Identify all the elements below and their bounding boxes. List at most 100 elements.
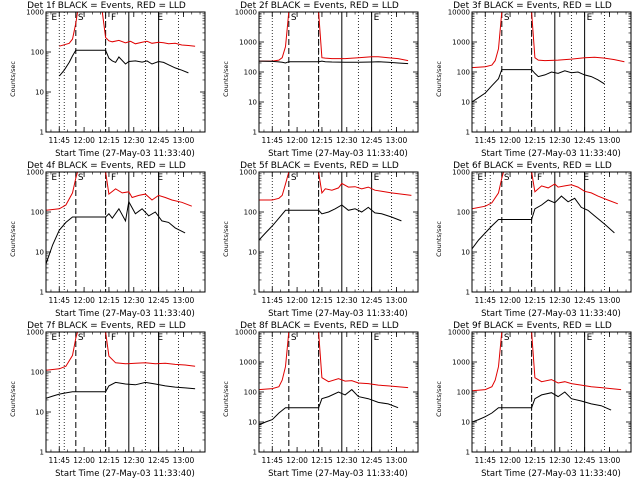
- y-tick-label: 1000: [26, 9, 44, 17]
- period-marker-letter: S: [291, 333, 297, 343]
- chart-svg: 1 10 100 1000 11:45 12:00 12:15 12:30 12:45 13:00…: [239, 169, 419, 305]
- x-tick-label: 13:00: [599, 296, 621, 305]
- y-tick-label: 100: [457, 69, 470, 77]
- detector-panel-2: Det 2f BLACK = Events, RED = LLD Counts/s…: [213, 0, 426, 160]
- x-tick-label: 12:15: [98, 456, 120, 465]
- lld-series-line: [472, 332, 622, 392]
- y-tick-label: 10: [461, 419, 470, 427]
- period-marker-letter: E: [374, 333, 380, 343]
- series-group: [472, 12, 625, 103]
- y-tick-label: 100: [31, 49, 44, 57]
- x-tick-label: 12:00: [286, 456, 308, 465]
- period-marker-letter: E: [587, 333, 593, 343]
- y-tick-label: 1000: [452, 359, 470, 367]
- plot-frame: [258, 331, 419, 453]
- y-tick-label: 1: [466, 289, 470, 297]
- series-group: [472, 332, 622, 423]
- x-tick-label: 12:45: [361, 136, 383, 145]
- period-marker-letter: E: [587, 13, 593, 23]
- x-axis-label: Start Time (27-May-03 11:33:40): [268, 149, 408, 159]
- y-tick-label: 1: [466, 129, 470, 137]
- x-tick-label: 12:30: [549, 136, 571, 145]
- period-marker-letter: E: [51, 13, 57, 23]
- y-tick-label: 10: [35, 409, 44, 417]
- x-tick-label: 12:30: [123, 136, 145, 145]
- x-tick-label: 12:00: [286, 296, 308, 305]
- x-axis-label: Start Time (27-May-03 11:33:40): [481, 309, 621, 319]
- period-marker-letter: S: [504, 333, 510, 343]
- chart-svg: 1 10 100 1000 11:45 12:00 12:15 12:30 12:45 13:00…: [452, 169, 632, 305]
- x-axis-label: Start Time (27-May-03 11:33:40): [268, 309, 408, 319]
- lld-series-line: [472, 172, 618, 210]
- plot-frame: [471, 171, 632, 293]
- plot-frame: [471, 11, 632, 133]
- y-tick-label: 100: [244, 209, 257, 217]
- y-tick-label: 100: [31, 209, 44, 217]
- detector-panel-5: Det 5f BLACK = Events, RED = LLD Counts/s…: [213, 160, 426, 320]
- series-group: [259, 172, 412, 241]
- series-group: [259, 12, 409, 65]
- y-tick-label: 1: [40, 129, 44, 137]
- y-tick-label: 10: [461, 249, 470, 257]
- y-tick-label: 10: [35, 249, 44, 257]
- y-tick-label: 1: [253, 449, 257, 457]
- events-series-line: [472, 195, 615, 250]
- x-tick-label: 11:45: [48, 456, 70, 465]
- y-tick-label: 1: [466, 449, 470, 457]
- x-tick-label: 12:45: [574, 296, 596, 305]
- x-axis-label: Start Time (27-May-03 11:33:40): [268, 469, 408, 479]
- y-tick-label: 1: [40, 449, 44, 457]
- y-tick-label: 10000: [235, 9, 257, 17]
- chart-svg: 1 10 100 1000 10000 11:45 12:00 12:15 12:30 12:45…: [448, 329, 632, 465]
- x-tick-label: 12:00: [499, 136, 521, 145]
- detector-panel-8: Det 8f BLACK = Events, RED = LLD Counts/s…: [213, 320, 426, 480]
- period-marker-letter: E: [477, 173, 483, 183]
- chart-svg: 1 10 100 1000 10000 11:45 12:00 12:15 12:30 12:45…: [448, 9, 632, 145]
- x-tick-label: 12:45: [574, 136, 596, 145]
- events-series-line: [472, 69, 605, 103]
- period-marker-letter: F: [111, 173, 116, 183]
- y-tick-label: 1000: [239, 39, 257, 47]
- period-marker-letter: E: [374, 13, 380, 23]
- panel-title: Det 2f BLACK = Events, RED = LLD: [240, 1, 399, 11]
- detector-panel-9: Det 9f BLACK = Events, RED = LLD Counts/s…: [426, 320, 639, 480]
- events-series-line: [472, 391, 612, 423]
- series-group: [58, 12, 196, 77]
- lld-series-line: [472, 12, 625, 69]
- events-series-line: [58, 49, 189, 77]
- x-tick-label: 11:45: [474, 296, 496, 305]
- series-group: [259, 332, 409, 426]
- y-tick-label: 100: [31, 369, 44, 377]
- y-tick-label: 1000: [452, 169, 470, 177]
- x-tick-label: 13:00: [386, 296, 408, 305]
- events-series-line: [259, 60, 409, 65]
- x-tick-label: 12:15: [524, 136, 546, 145]
- panel-title: Det 6f BLACK = Events, RED = LLD: [453, 161, 612, 171]
- period-marker-letter: S: [78, 173, 84, 183]
- x-axis-label: Start Time (27-May-03 11:33:40): [55, 149, 195, 159]
- x-axis-label: Start Time (27-May-03 11:33:40): [55, 309, 195, 319]
- detector-panel-7: Det 7f BLACK = Events, RED = LLD Counts/s…: [0, 320, 213, 480]
- lld-series-line: [59, 12, 196, 47]
- x-tick-label: 12:45: [574, 456, 596, 465]
- x-tick-label: 13:00: [599, 136, 621, 145]
- x-tick-label: 12:15: [311, 136, 333, 145]
- plot-frame: [258, 171, 419, 293]
- events-series-line: [259, 388, 399, 426]
- y-tick-label: 10000: [235, 329, 257, 337]
- y-tick-label: 100: [457, 389, 470, 397]
- chart-svg: 1 10 100 1000 11:45 12:00 12:15 12:30 12:45 13:00…: [26, 169, 206, 305]
- x-tick-label: 12:00: [499, 296, 521, 305]
- panel-title: Det 3f BLACK = Events, RED = LLD: [453, 1, 612, 11]
- x-tick-label: 11:45: [261, 296, 283, 305]
- plot-frame: [258, 11, 419, 133]
- series-group: [46, 332, 196, 399]
- x-tick-label: 12:45: [148, 136, 170, 145]
- detector-panel-6: Det 6f BLACK = Events, RED = LLD Counts/s…: [426, 160, 639, 320]
- period-marker-letter: E: [157, 173, 163, 183]
- x-tick-label: 12:30: [336, 456, 358, 465]
- detector-panel-4: Det 4f BLACK = Events, RED = LLD Counts/s…: [0, 160, 213, 320]
- period-marker-letter: F: [111, 13, 116, 23]
- x-tick-label: 12:30: [549, 456, 571, 465]
- y-tick-label: 1: [40, 289, 44, 297]
